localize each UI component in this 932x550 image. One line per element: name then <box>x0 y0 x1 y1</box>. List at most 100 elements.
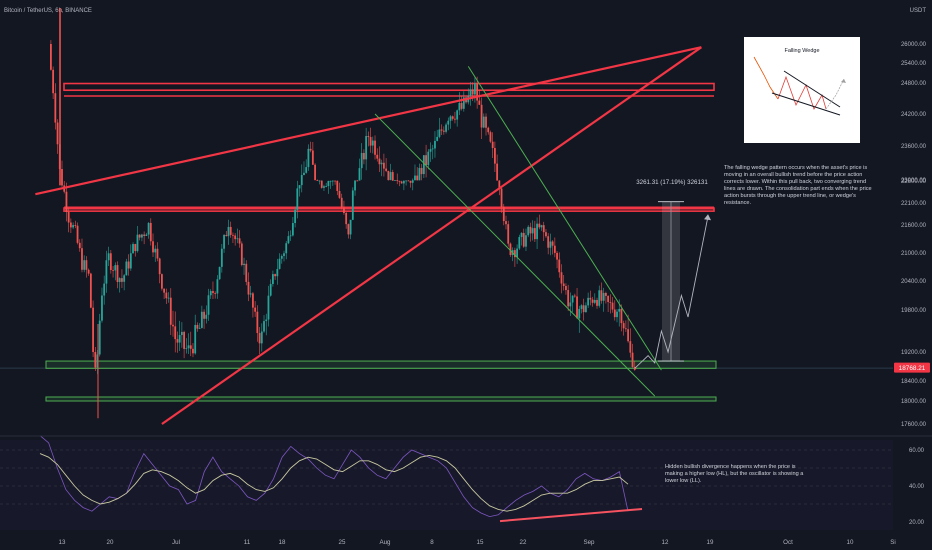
candle-body <box>520 232 523 238</box>
time-tick-label: 11 <box>244 539 251 546</box>
rsi-tick-label: 20.00 <box>909 520 925 526</box>
candle-body <box>320 180 323 188</box>
candle-body <box>305 167 308 173</box>
candle-body <box>138 234 141 238</box>
candle-body <box>234 235 237 240</box>
candle-body <box>227 226 230 237</box>
candle-body <box>276 268 279 277</box>
last-price-label: 18768.21 <box>899 365 926 372</box>
candle-body <box>556 252 558 260</box>
wedge-arrow-icon <box>841 79 846 83</box>
candle-body <box>365 135 368 160</box>
candle-body <box>269 283 272 296</box>
candle-body <box>498 180 501 189</box>
candle-body <box>516 248 518 258</box>
wedge-note: The falling wedge pattern occurs when th… <box>724 165 872 206</box>
wedge-breakout <box>825 78 845 110</box>
candle-body <box>220 248 223 267</box>
candle-body <box>274 274 277 277</box>
candle-body <box>149 222 152 242</box>
candle-body <box>582 305 585 313</box>
candle-body <box>536 223 538 240</box>
candle-body <box>343 207 345 213</box>
candle-body <box>123 275 126 282</box>
candle-body <box>593 299 596 303</box>
candle-body <box>369 137 372 146</box>
candle-body <box>480 104 483 128</box>
candle-body <box>458 103 461 111</box>
candle-body <box>391 172 394 181</box>
candle-body <box>538 223 541 228</box>
candle-body <box>141 234 143 238</box>
candle-body <box>87 269 90 274</box>
candle-body <box>438 129 441 137</box>
candle-body <box>187 345 190 349</box>
candles <box>50 40 636 375</box>
candle-body <box>476 83 479 101</box>
price-tick-label: 20400.00 <box>901 279 927 285</box>
trend-line-red <box>35 46 702 196</box>
candle-body <box>460 103 463 109</box>
candle-body <box>132 244 134 254</box>
candle-body <box>407 180 410 182</box>
candle-body <box>165 292 168 299</box>
candle-body <box>436 136 439 141</box>
candle-body <box>105 260 108 284</box>
candle-body <box>522 232 525 247</box>
candle-body <box>420 167 423 175</box>
candle-body <box>434 140 436 149</box>
last-price-tag <box>894 362 930 373</box>
candle-body <box>225 235 228 237</box>
candle-body <box>309 148 312 151</box>
candle-body <box>247 281 250 295</box>
candle-body <box>194 324 197 354</box>
candle-body <box>283 253 285 256</box>
time-tick-label: Si <box>890 539 896 546</box>
candle-body <box>136 234 139 252</box>
candle-body <box>85 260 88 270</box>
candle-body <box>260 331 263 344</box>
candle-body <box>216 279 219 294</box>
candle-body <box>633 366 636 370</box>
candle-body <box>345 212 348 225</box>
candle-body <box>462 97 465 109</box>
candle-body <box>207 295 210 315</box>
trend-line-red <box>161 46 702 425</box>
zone-green <box>45 360 717 369</box>
candle-body <box>429 149 432 152</box>
wedge-upper-line <box>783 70 841 108</box>
candle-body <box>81 248 83 270</box>
candle-body <box>209 291 212 296</box>
candle-body <box>212 291 214 293</box>
candle-body <box>258 333 261 344</box>
candle-body <box>578 308 581 319</box>
candle-body <box>533 228 536 240</box>
candle-body <box>311 150 314 165</box>
candle-body <box>585 305 587 313</box>
candle-body <box>411 180 414 183</box>
time-tick-label: 15 <box>477 539 484 546</box>
candle-body <box>218 266 221 280</box>
candle-body <box>380 162 383 165</box>
symbol-title: Bitcoin / TetherUS, 6h, BINANCE <box>4 8 92 14</box>
projection-path <box>634 216 709 369</box>
candle-body <box>238 238 241 244</box>
candle-body <box>449 116 452 121</box>
price-tick-label: 26000.00 <box>901 42 927 48</box>
candle-body <box>183 331 185 349</box>
price-tick-label: 24200.00 <box>901 112 927 118</box>
candle-body <box>396 180 399 181</box>
candle-body <box>454 118 456 120</box>
candle-body <box>314 164 316 181</box>
candle-body <box>371 140 374 146</box>
time-tick-label: 22 <box>520 539 527 546</box>
candle-body <box>291 223 294 236</box>
candle-body <box>374 140 376 155</box>
candle-body <box>482 116 485 128</box>
time-tick-label: 10 <box>847 539 854 546</box>
candle-body <box>127 261 130 269</box>
candle-body <box>101 295 103 321</box>
time-axis: 13 20 Jul 11 18 25 Aug 8 15 22 Sep 12 19 Oct 10 Si <box>59 539 896 546</box>
candle-body <box>469 89 472 96</box>
candle-body <box>573 295 576 297</box>
